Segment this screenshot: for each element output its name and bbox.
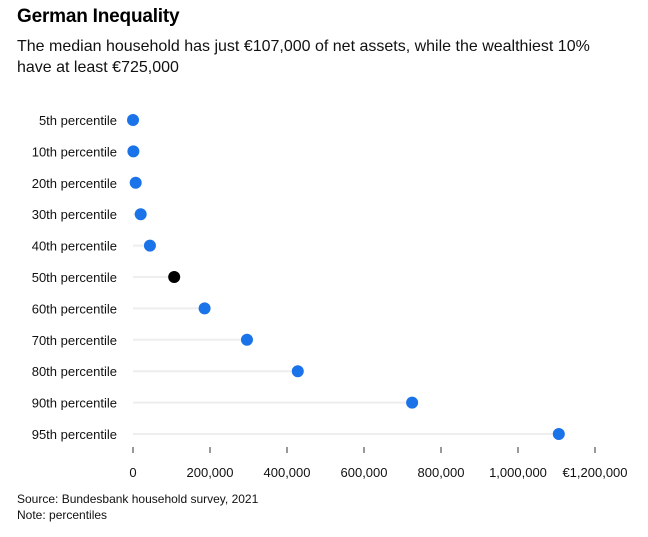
data-point <box>552 428 565 440</box>
x-tick-label: €1,200,000 <box>562 465 627 480</box>
chart-footer: Source: Bundesbank household survey, 202… <box>17 491 258 523</box>
chart-title: German Inequality <box>17 6 180 27</box>
data-point <box>134 208 147 221</box>
category-label: 95th percentile <box>32 427 117 442</box>
data-point <box>127 145 140 158</box>
x-tick-label: 0 <box>129 465 136 480</box>
category-label: 40th percentile <box>32 239 117 254</box>
category-label: 70th percentile <box>32 333 117 348</box>
category-label: 50th percentile <box>32 270 117 285</box>
category-label: 60th percentile <box>32 301 117 316</box>
source-note: Source: Bundesbank household survey, 202… <box>17 492 259 506</box>
median-point <box>168 271 181 283</box>
data-point <box>127 114 139 126</box>
category-label: 30th percentile <box>32 207 117 222</box>
data-point <box>198 302 211 315</box>
data-point <box>291 365 304 378</box>
x-tick-label: 200,000 <box>187 465 234 480</box>
category-label: 80th percentile <box>32 364 117 379</box>
category-label: 90th percentile <box>32 396 117 411</box>
percentile-note: Note: percentiles <box>17 508 108 522</box>
x-tick-label: 600,000 <box>341 465 388 480</box>
data-point <box>129 176 142 189</box>
category-label: 20th percentile <box>32 176 117 191</box>
data-point <box>406 396 419 409</box>
x-tick-label: 1,000,000 <box>489 465 547 480</box>
chart-subtitle: The median household has just €107,000 o… <box>17 38 590 76</box>
category-label: 10th percentile <box>32 144 117 159</box>
x-tick-label: 400,000 <box>264 465 311 480</box>
category-label: 5th percentile <box>39 113 117 128</box>
data-point <box>240 333 253 346</box>
x-tick-label: 800,000 <box>418 465 465 480</box>
data-point <box>143 239 156 252</box>
